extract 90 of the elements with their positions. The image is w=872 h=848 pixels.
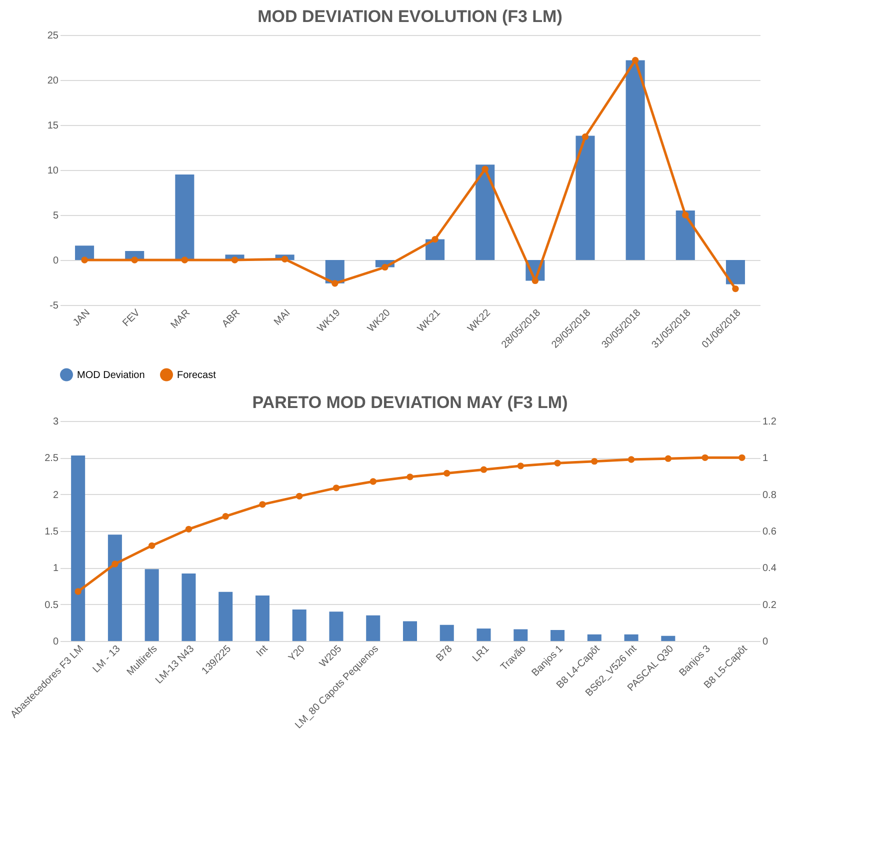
bar bbox=[624, 634, 638, 641]
y-tick-label: 25 bbox=[47, 30, 59, 42]
legend-label: MOD Deviation bbox=[77, 370, 145, 381]
bar bbox=[514, 629, 528, 641]
point bbox=[332, 280, 338, 287]
bar bbox=[71, 455, 86, 641]
x-tick-label: LR1 bbox=[470, 643, 492, 664]
y-tick-label: -5 bbox=[50, 300, 59, 312]
point bbox=[554, 460, 561, 467]
bar bbox=[366, 615, 380, 641]
point bbox=[591, 458, 598, 465]
y-tick-label: 3 bbox=[52, 416, 59, 428]
y-tick-label: 0 bbox=[52, 256, 59, 266]
point bbox=[112, 560, 118, 568]
point bbox=[296, 492, 303, 500]
point bbox=[370, 478, 376, 485]
x-tick-label: LM - 13 bbox=[90, 643, 124, 676]
point bbox=[332, 484, 340, 492]
y-tick-label: 0 bbox=[52, 636, 59, 648]
point bbox=[148, 542, 156, 550]
bar bbox=[626, 60, 645, 260]
point bbox=[382, 264, 388, 271]
point bbox=[582, 133, 589, 140]
y-tick-label: 15 bbox=[47, 120, 59, 132]
x-tick-label: B78 bbox=[434, 643, 455, 664]
bar bbox=[292, 609, 306, 641]
point bbox=[131, 256, 138, 264]
bar bbox=[426, 239, 445, 260]
bar bbox=[175, 174, 194, 260]
y2-tick-label: 0.2 bbox=[762, 600, 777, 611]
point bbox=[664, 455, 672, 462]
y2-tick-label: 0.8 bbox=[762, 490, 777, 501]
x-tick-label: Y20 bbox=[286, 643, 308, 664]
y-tick-label: 1.5 bbox=[44, 526, 59, 538]
bar bbox=[144, 569, 159, 641]
point bbox=[444, 470, 450, 477]
bar bbox=[108, 534, 122, 641]
bar bbox=[587, 634, 602, 641]
y-tick-label: 0.5 bbox=[44, 600, 59, 611]
y2-tick-label: 0.6 bbox=[762, 526, 777, 538]
bar bbox=[550, 630, 565, 641]
point bbox=[628, 456, 635, 463]
point bbox=[222, 512, 229, 520]
bar bbox=[726, 260, 745, 284]
bar bbox=[75, 246, 94, 260]
point bbox=[181, 256, 188, 264]
bar bbox=[218, 592, 233, 641]
y-tick-label: 10 bbox=[47, 166, 59, 176]
point bbox=[406, 474, 414, 480]
y2-tick-label: 1.2 bbox=[762, 416, 777, 428]
bar bbox=[476, 628, 491, 641]
y-tick-label: 2 bbox=[52, 490, 59, 501]
y-tick-label: 5 bbox=[52, 210, 59, 222]
y2-tick-label: 0 bbox=[762, 636, 768, 648]
point bbox=[81, 256, 88, 264]
y2-tick-label: 0.4 bbox=[762, 563, 777, 574]
y-tick-label: 20 bbox=[47, 76, 59, 86]
bar bbox=[440, 624, 454, 641]
bar bbox=[676, 210, 695, 260]
bar bbox=[402, 621, 418, 641]
point bbox=[517, 462, 524, 470]
point bbox=[231, 256, 238, 264]
point bbox=[738, 454, 746, 462]
y2-tick-label: 1 bbox=[762, 453, 768, 464]
point bbox=[432, 236, 438, 243]
point bbox=[259, 501, 266, 508]
x-tick-label: JAN bbox=[71, 308, 92, 329]
point bbox=[281, 256, 288, 262]
bar bbox=[182, 574, 196, 641]
point bbox=[682, 212, 689, 218]
bar bbox=[576, 136, 595, 260]
x-tick-label: Int bbox=[254, 643, 270, 660]
y-tick-label: 2.5 bbox=[44, 453, 59, 464]
bar bbox=[661, 636, 676, 641]
point bbox=[185, 526, 192, 533]
bar bbox=[329, 612, 344, 641]
chart-title: PARETO MOD DEVIATION MAY (F3 LM) bbox=[252, 393, 568, 412]
point bbox=[480, 466, 488, 473]
point bbox=[482, 166, 488, 172]
point bbox=[532, 277, 539, 284]
bar bbox=[476, 164, 495, 260]
point bbox=[732, 285, 739, 292]
point bbox=[702, 454, 708, 462]
point bbox=[632, 56, 639, 64]
chart-title: MOD DEVIATION EVOLUTION (F3 LM) bbox=[258, 7, 562, 26]
legend-label: Forecast bbox=[177, 370, 216, 381]
y-tick-label: 1 bbox=[52, 563, 59, 574]
bar bbox=[255, 596, 270, 641]
x-tick-label: MAI bbox=[272, 308, 293, 328]
point bbox=[74, 588, 82, 595]
